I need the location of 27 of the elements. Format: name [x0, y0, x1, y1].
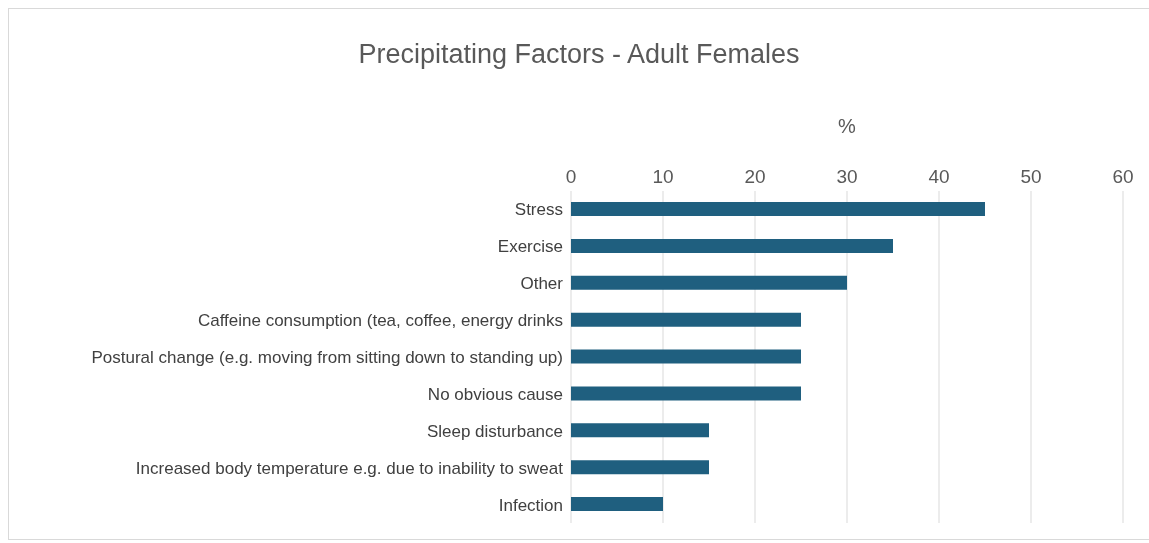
y-tick-label: Stress	[514, 200, 563, 220]
bar	[571, 275, 847, 290]
bar	[571, 460, 709, 475]
x-tick-label: 20	[744, 166, 766, 187]
bar	[571, 202, 985, 216]
bar	[571, 423, 709, 438]
x-tick-label: 50	[1020, 166, 1042, 187]
x-axis-title: %	[837, 115, 857, 138]
y-tick-label: Caffeine consumption (tea, coffee, energy drinks	[197, 311, 563, 331]
y-tick-label: Postural change (e.g. moving from sitting down to standing up)	[91, 348, 563, 368]
y-tick-label: Other	[520, 274, 564, 294]
bar	[571, 349, 801, 364]
bar	[571, 312, 801, 327]
bar	[571, 497, 663, 512]
y-tick-label: Infection	[498, 495, 563, 515]
y-tick-label: Exercise	[497, 237, 563, 257]
x-tick-label: 30	[836, 166, 858, 187]
x-tick-label: 60	[1112, 166, 1134, 187]
bar	[571, 386, 801, 401]
x-tick-label: 10	[652, 166, 674, 187]
y-tick-label: No obvious cause	[427, 384, 563, 404]
y-tick-label: Increased body temperature e.g. due to inability to sweat	[135, 458, 564, 478]
y-tick-label: Sleep disturbance	[426, 421, 563, 441]
x-tick-label: 40	[928, 166, 950, 187]
chart-title: Precipitating Factors - Adult Females	[357, 39, 801, 70]
x-tick-label: 0	[565, 166, 577, 187]
bar	[571, 238, 893, 253]
